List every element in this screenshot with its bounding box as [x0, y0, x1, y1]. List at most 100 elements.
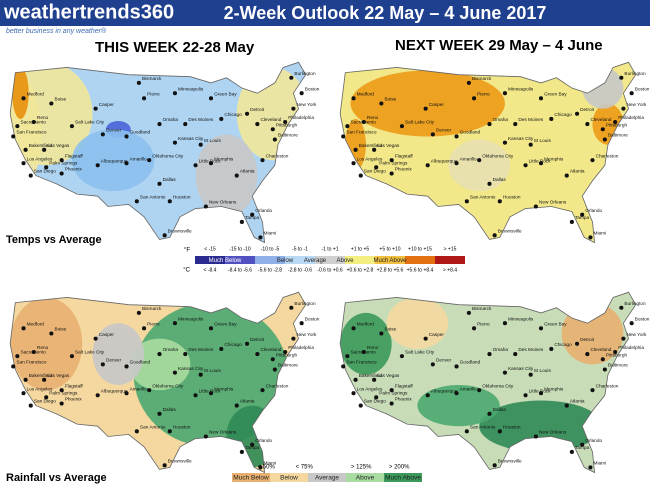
- city-dot: [487, 181, 492, 186]
- city-label: Atlanta: [570, 399, 585, 405]
- city-dot: [167, 199, 172, 204]
- city-label: Denver: [106, 358, 122, 364]
- city-dot: [172, 91, 178, 96]
- city-label: Brownsville: [498, 228, 522, 234]
- city-label: Atlanta: [570, 169, 585, 175]
- city-dot: [219, 116, 224, 122]
- city-dot: [399, 354, 405, 359]
- city-dot: [157, 122, 162, 127]
- city-dot: [147, 158, 152, 163]
- city-dot: [454, 161, 459, 166]
- city-label: Bakersfield: [29, 143, 53, 149]
- city-dot: [454, 134, 459, 139]
- city-dot: [208, 391, 214, 396]
- city-dot: [250, 212, 255, 217]
- city-dot: [59, 158, 64, 163]
- city-label: Green Bay: [544, 321, 567, 327]
- city-label: Baltimore: [608, 133, 628, 139]
- c-range: -0.6 to +0.6: [317, 267, 343, 273]
- city-dot: [198, 372, 203, 377]
- city-label: Brownsville: [168, 458, 192, 464]
- city-dot: [244, 111, 250, 116]
- city-dot: [124, 134, 129, 139]
- city-label: Des Moines: [188, 117, 214, 123]
- city-label: Omaha: [493, 117, 509, 123]
- city-label: Medford: [27, 321, 45, 327]
- city-dot: [31, 119, 36, 125]
- city-dot: [21, 96, 26, 101]
- city-label: Albuquerque: [431, 388, 458, 394]
- city-label: Pittsburgh: [276, 352, 298, 358]
- us-map: MedfordBoiseSacramentoRenoSan FranciscoB…: [339, 291, 650, 474]
- city-dot: [492, 233, 497, 238]
- city-dot: [289, 75, 294, 80]
- city-label: Boise: [384, 97, 396, 103]
- maps: MedfordBoiseSacramentoRenoSan FranciscoB…: [9, 61, 650, 474]
- city-dot: [574, 341, 580, 346]
- c-range: +2.8 to +5.6: [377, 267, 404, 273]
- city-dot: [379, 101, 384, 106]
- anomaly-area: [448, 139, 511, 192]
- city-label: Denver: [436, 128, 452, 134]
- f-range: -10 to -5: [261, 246, 280, 252]
- city-label: Amarillo: [460, 156, 477, 162]
- city-dot: [69, 354, 75, 359]
- city-label: San Francisco: [346, 130, 377, 136]
- city-label: St Louis: [534, 138, 552, 144]
- legend-swatch: [345, 256, 375, 264]
- city-dot: [502, 370, 508, 375]
- city-label: Miami: [264, 461, 277, 467]
- city-dot: [283, 119, 288, 125]
- anomaly-areas: [345, 67, 636, 192]
- city-dot: [564, 173, 569, 178]
- city-dot: [379, 331, 384, 336]
- f-range: < -15: [204, 246, 216, 252]
- city-label: Omaha: [493, 347, 509, 353]
- legend-swatch: [308, 473, 346, 482]
- city-label: Omaha: [163, 347, 179, 353]
- city-dot: [619, 75, 624, 80]
- city-label: Tampa: [575, 445, 590, 451]
- legend-swatch: [232, 473, 270, 482]
- city-dot: [291, 106, 296, 111]
- city-dot: [28, 403, 33, 408]
- city-label: Detroit: [250, 107, 265, 113]
- city-label: Des Moines: [518, 117, 544, 123]
- c-range: > +8.4: [443, 267, 457, 273]
- city-label: Burlington: [294, 71, 316, 77]
- city-dot: [234, 173, 239, 178]
- city-label: San Diego: [34, 399, 56, 405]
- city-dot: [162, 463, 167, 468]
- city-label: Memphis: [214, 386, 234, 392]
- city-label: Palm Springs: [379, 160, 408, 166]
- city-dot: [141, 96, 147, 101]
- class-label: Much Above: [373, 258, 407, 264]
- anomaly-area: [582, 67, 624, 109]
- city-dot: [423, 336, 428, 341]
- threshold: < 50%: [258, 465, 276, 471]
- c-range: -5.6 to -2.8: [258, 267, 282, 273]
- anomaly-area: [71, 129, 155, 192]
- city-dot: [172, 321, 178, 326]
- title: 2-Week Outlook 22 May – 4 June 2017: [224, 3, 547, 23]
- city-dot: [588, 235, 593, 240]
- city-dot: [471, 326, 477, 331]
- city-dot: [203, 204, 208, 209]
- city-dot: [374, 165, 379, 170]
- city-dot: [528, 372, 533, 377]
- city-dot: [49, 101, 54, 106]
- city-label: Chicago: [224, 112, 242, 118]
- city-dot: [100, 132, 105, 137]
- city-dot: [134, 429, 139, 434]
- city-label: Dallas: [493, 407, 507, 413]
- f-range: +1 to +5: [351, 246, 370, 252]
- city-label: Tampa: [575, 215, 590, 221]
- city-dot: [15, 354, 20, 359]
- class-label: Much Below: [233, 475, 269, 482]
- this-week-label: THIS WEEK 22-28 May: [95, 39, 255, 56]
- city-label: Memphis: [544, 156, 564, 162]
- city-label: Goodland: [460, 130, 481, 136]
- city-dot: [49, 331, 54, 336]
- class-label: Average: [304, 258, 327, 264]
- city-label: Flagstaff: [65, 383, 84, 389]
